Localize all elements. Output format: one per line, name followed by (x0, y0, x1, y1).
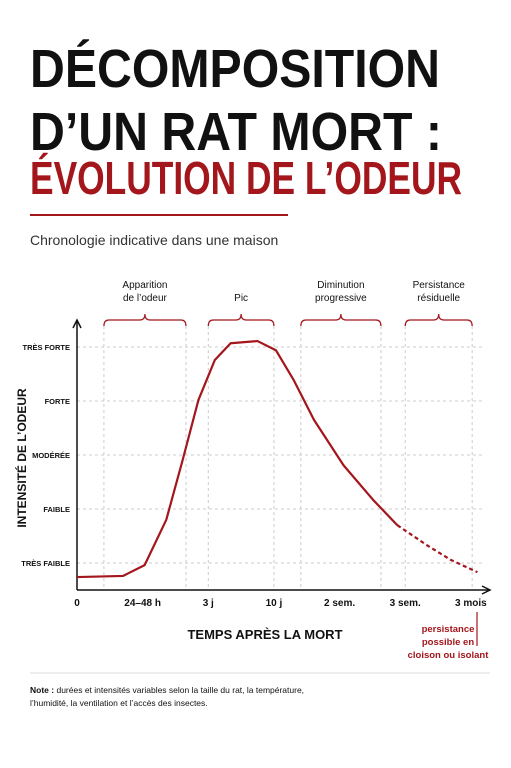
phase-label: de l’odeur (123, 293, 168, 304)
title-line: DÉCOMPOSITION (30, 39, 440, 99)
subtitle: Chronologie indicative dans une maison (30, 232, 278, 248)
phase-bracket (103, 313, 187, 327)
x-tick-label: 3 sem. (390, 598, 421, 609)
phase-label: Apparition (122, 280, 167, 291)
x-axis-title: TEMPS APRÈS LA MORT (187, 627, 342, 642)
title-highlight: ÉVOLUTION DE L’ODEUR (30, 152, 462, 204)
y-tick-label: TRÈS FORTE (22, 343, 70, 352)
odor-curve (396, 524, 478, 574)
phase-label: Diminution (317, 280, 364, 291)
phase-label: progressive (315, 293, 367, 304)
y-tick-label: MODÉRÉE (32, 451, 70, 460)
x-tick-label: 10 j (266, 598, 283, 609)
plot: TRÈS FAIBLE FAIBLE MODÉRÉE FORTE TRÈS FORTE A… (21, 280, 492, 661)
phase-bracket (404, 313, 473, 327)
y-axis-arrow (72, 318, 82, 329)
annotation: persistance (422, 624, 475, 635)
note: Note : durées et intensités variables se… (30, 685, 304, 708)
x-tick-label: 2 sem. (324, 598, 355, 609)
x-tick-label: 3 j (203, 598, 214, 609)
y-axis-title: INTENSITÉ DE L’ODEUR (14, 388, 29, 528)
y-tick-label: FORTE (45, 397, 70, 406)
title-line: D’UN RAT MORT : (30, 102, 442, 162)
x-axis-arrow (481, 585, 492, 595)
y-tick-label: FAIBLE (43, 505, 70, 514)
x-tick-label: 24–48 h (124, 598, 161, 609)
phase-bracket (300, 313, 382, 327)
phase-bracket (207, 313, 275, 327)
note-text: l’humidité, la ventilation et l’accès de… (30, 698, 208, 708)
annotation: possible en (422, 637, 474, 648)
note-text: durées et intensités variables selon la … (56, 685, 304, 695)
x-tick-label: 3 mois (455, 598, 487, 609)
note-label: Note : (30, 685, 54, 695)
phase-label: résiduelle (417, 293, 460, 304)
y-tick-label: TRÈS FAIBLE (21, 559, 70, 568)
annotation: cloison ou isolant (408, 650, 490, 661)
odor-curve (76, 339, 399, 579)
phase-label: Pic (234, 293, 248, 304)
x-tick-label: 0 (74, 598, 80, 609)
phase-label: Persistance (413, 280, 466, 291)
